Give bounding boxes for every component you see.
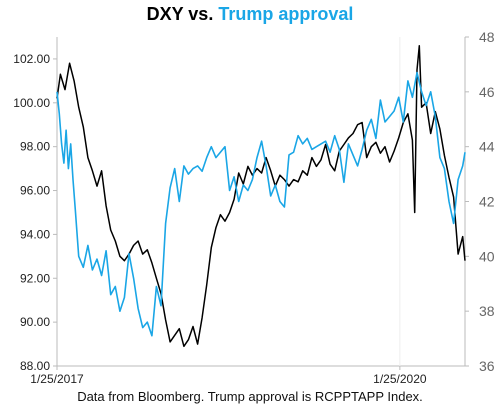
x-tick-label: 1/25/2017 xyxy=(30,372,84,386)
y-right-tick-label: 48 xyxy=(479,29,495,45)
y-left-tick-label: 88.00 xyxy=(20,359,50,373)
series-line-dxy xyxy=(56,45,466,348)
y-left-tick-label: 94.00 xyxy=(20,227,50,241)
y-left-tick-label: 96.00 xyxy=(20,184,50,198)
y-left-tick-label: 98.00 xyxy=(20,140,50,154)
y-left-tick-label: 102.00 xyxy=(13,52,50,66)
y-left-tick-label: 92.00 xyxy=(20,271,50,285)
y-right-tick-label: 38 xyxy=(479,303,495,319)
y-right-tick-label: 44 xyxy=(479,139,495,155)
x-tick-label: 1/25/2020 xyxy=(373,372,427,386)
y-left-tick-label: 90.00 xyxy=(20,315,50,329)
y-right-tick-label: 40 xyxy=(479,248,495,264)
footnote: Data from Bloomberg. Trump approval is R… xyxy=(77,389,423,404)
series-line-approval xyxy=(56,71,466,337)
y-right-tick-label: 42 xyxy=(479,194,495,210)
y-right-tick-label: 46 xyxy=(479,84,495,100)
chart-title-approval: Trump approval xyxy=(218,4,354,24)
chart-title-dxy: DXY vs. xyxy=(146,4,214,24)
y-right-tick-label: 36 xyxy=(479,358,495,374)
chart-title: DXY vs. Trump approval xyxy=(0,4,500,25)
y-left-tick-label: 100.00 xyxy=(13,96,50,110)
